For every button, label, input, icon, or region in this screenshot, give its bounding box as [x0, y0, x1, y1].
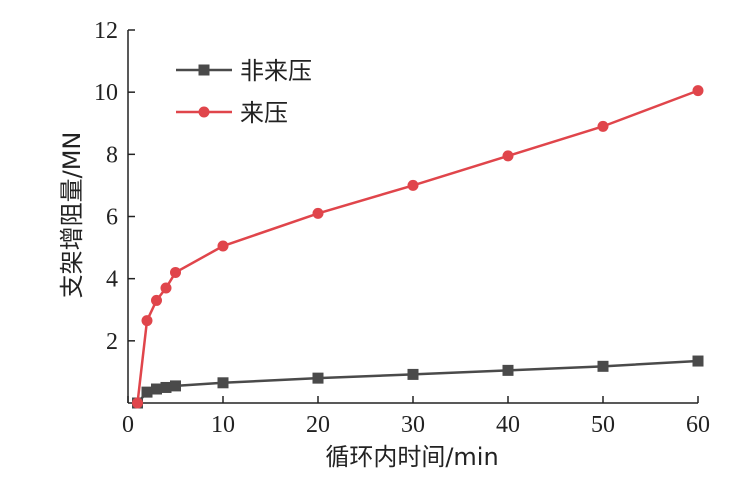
y-tick-label: 10	[94, 80, 118, 106]
data-point	[502, 150, 514, 162]
data-point	[692, 355, 704, 367]
data-point	[160, 282, 172, 294]
y-tick-label: 4	[106, 267, 118, 293]
data-point	[597, 360, 609, 372]
series-layer	[132, 85, 704, 409]
legend-item-1: 非来压	[176, 57, 312, 85]
y-axis-title: 支架增阻量/MN	[58, 132, 86, 299]
data-point	[151, 383, 162, 395]
data-point	[132, 397, 143, 409]
data-point	[160, 381, 172, 393]
data-point	[407, 368, 419, 380]
data-point	[312, 372, 324, 384]
data-point	[692, 85, 704, 97]
series-1	[132, 355, 704, 409]
series-2	[132, 85, 704, 409]
legend-label: 来压	[240, 99, 288, 127]
legend-item-2: 来压	[176, 99, 288, 127]
data-point	[217, 240, 229, 252]
data-point	[170, 380, 181, 392]
data-point	[407, 179, 419, 191]
x-tick-label: 30	[401, 412, 425, 438]
data-point	[597, 120, 609, 132]
legend-label: 非来压	[240, 57, 312, 85]
x-tick-label: 10	[211, 412, 235, 438]
data-point	[151, 294, 162, 306]
y-tick-label: 8	[106, 142, 118, 168]
y-tick-label: 6	[106, 205, 118, 231]
data-point	[502, 364, 514, 376]
legend-marker	[198, 64, 210, 76]
x-tick-label: 40	[496, 412, 520, 438]
y-tick-label: 2	[106, 329, 118, 355]
x-axis-title: 循环内时间/min	[325, 443, 498, 471]
x-tick-label: 50	[591, 412, 615, 438]
data-point	[217, 377, 229, 389]
x-tick-label: 60	[686, 412, 710, 438]
x-tick-label: 0	[122, 412, 134, 438]
y-tick-label: 12	[94, 18, 118, 44]
legend-marker	[198, 106, 210, 118]
data-point	[141, 386, 153, 398]
data-point	[312, 207, 324, 219]
x-tick-label: 20	[306, 412, 330, 438]
data-point	[170, 266, 181, 278]
axes: 0 10 20 30 40 50 60 2 4 6 8 10 12	[94, 18, 710, 438]
data-point	[141, 315, 153, 327]
